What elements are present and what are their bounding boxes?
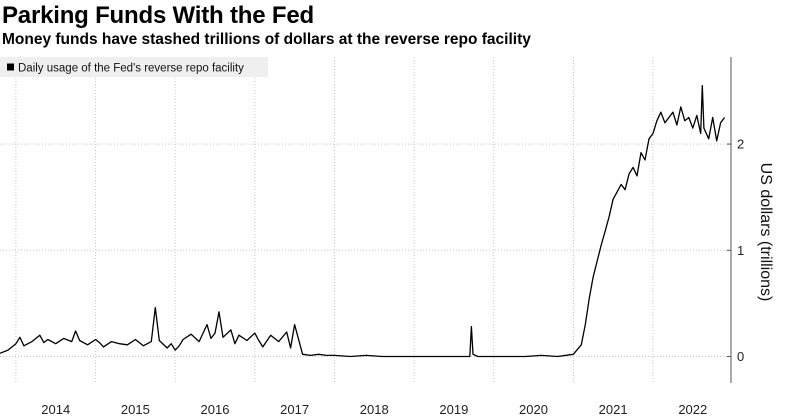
x-tick-label: 2014 <box>41 402 70 417</box>
x-tick-label: 2018 <box>360 402 389 417</box>
x-tick-label: 2015 <box>121 402 150 417</box>
x-tick-label: 2017 <box>280 402 309 417</box>
y-axis-ticks: 0 1 2 <box>727 137 744 364</box>
legend: Daily usage of the Fed's reverse repo fa… <box>0 57 268 77</box>
legend-label: Daily usage of the Fed's reverse repo fa… <box>18 63 244 75</box>
chart-title: Parking Funds With the Fed <box>2 2 314 29</box>
y-tick-label: 0 <box>737 349 744 364</box>
y-tick-label: 2 <box>737 137 744 152</box>
y-axis-label: US dollars (trillions) <box>757 163 774 302</box>
x-tick-label: 2021 <box>599 402 628 417</box>
grid-lines <box>0 57 731 383</box>
x-axis-ticks: 2014 2015 2016 2017 2018 2019 2020 2021 2022 <box>41 402 707 417</box>
x-tick-label: 2022 <box>678 402 707 417</box>
x-tick-label: 2016 <box>201 402 230 417</box>
legend-box <box>0 57 268 77</box>
y-tick-label: 1 <box>737 243 744 258</box>
x-tick-label: 2020 <box>519 402 548 417</box>
legend-swatch <box>7 63 14 71</box>
series-layer <box>0 85 726 358</box>
chart-subtitle: Money funds have stashed trillions of do… <box>2 31 531 48</box>
series-line <box>0 85 726 358</box>
x-tick-label: 2019 <box>439 402 468 417</box>
